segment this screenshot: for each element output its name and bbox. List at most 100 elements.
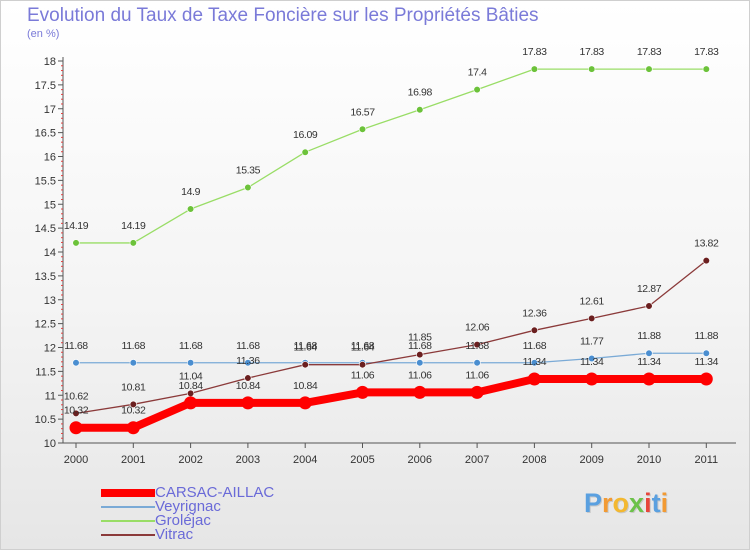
y-tick-label: 16.5	[35, 128, 56, 140]
data-point	[72, 239, 80, 247]
data-label: 11.34	[637, 356, 661, 368]
data-point	[702, 349, 710, 357]
series-grol-jac	[72, 65, 710, 247]
data-label: 17.83	[637, 46, 662, 58]
data-label: 11.85	[408, 332, 432, 344]
series-line	[75, 259, 707, 415]
data-label: 11.68	[236, 340, 260, 352]
y-tick-label: 11.5	[35, 366, 56, 378]
data-point	[530, 326, 539, 334]
x-tick-label: 2002	[178, 454, 202, 466]
data-point	[527, 372, 541, 386]
data-label: 11.68	[64, 340, 88, 352]
y-tick-label: 18	[44, 56, 56, 68]
data-label: 11.68	[351, 340, 375, 352]
x-tick-label: 2007	[465, 454, 489, 466]
data-labels-vitrac: 10.62 10.81 11.04 11.36 11.64 11.64 11.85 12.06…	[64, 238, 720, 403]
y-tick-label: 14.5	[35, 223, 56, 235]
data-label: 12.06	[465, 322, 490, 334]
y-tick-label: 10.5	[35, 414, 56, 426]
data-point	[184, 396, 198, 410]
data-point	[473, 86, 481, 94]
data-point	[244, 374, 252, 382]
data-point	[585, 372, 599, 386]
data-point	[470, 385, 484, 399]
data-point	[301, 361, 309, 369]
y-tick-label: 11	[45, 390, 56, 402]
data-point	[358, 361, 367, 369]
data-point	[699, 372, 713, 386]
data-point	[702, 256, 710, 265]
series-veyrignac	[72, 349, 710, 367]
data-label: 10.62	[64, 390, 89, 402]
data-point	[301, 148, 309, 156]
legend-item: Groléjac	[101, 512, 361, 529]
legend-item: Vitrac	[101, 526, 361, 543]
data-point	[126, 421, 140, 435]
data-label: 11.06	[351, 369, 375, 381]
logo-letter: i	[644, 488, 652, 518]
data-point	[416, 359, 424, 367]
data-label: 11.68	[179, 340, 203, 352]
data-label: 11.88	[695, 330, 719, 342]
y-tick-label: 14	[44, 247, 56, 259]
data-label: 10.84	[293, 380, 318, 392]
data-point	[241, 396, 255, 410]
data-point	[588, 314, 596, 322]
data-labels-carsac-aillac: 10.32 10.32 10.84 10.84 10.84 11.06 11.06 11.06…	[64, 356, 719, 417]
data-label: 11.34	[580, 356, 604, 368]
data-point	[642, 372, 656, 386]
data-label: 17.83	[522, 46, 547, 58]
y-tick-label: 13	[44, 295, 56, 307]
data-label: 11.06	[465, 369, 489, 381]
x-tick-label: 2010	[637, 454, 661, 466]
chart-title: Evolution du Taux de Taxe Foncière sur l…	[27, 5, 539, 26]
data-label: 11.68	[122, 340, 146, 352]
data-point	[244, 183, 252, 192]
data-point	[702, 65, 710, 73]
legend-swatch	[101, 534, 155, 536]
y-tick-label: 12	[44, 343, 56, 355]
proxiti-logo: Proxiti	[584, 488, 668, 519]
data-label: 11.36	[236, 355, 260, 367]
data-labels-veyrignac: 11.68 11.68 11.68 11.68 11.68 11.68 11.68 11.68…	[64, 330, 719, 352]
legend-swatch	[101, 506, 155, 508]
series-line	[72, 375, 711, 432]
legend-item: CARSAC-AILLAC	[101, 484, 361, 501]
logo-letter: o	[612, 488, 630, 518]
legend-item: Veyrignac	[101, 498, 361, 515]
data-point	[72, 359, 80, 367]
y-tick-label: 13.5	[35, 271, 56, 283]
data-labels-grol-jac: 14.19 14.19 14.9 15.35 16.09 16.57 16.98 17.4 17…	[64, 46, 720, 232]
data-label: 11.77	[580, 335, 604, 347]
logo-letter: P	[584, 488, 603, 518]
data-point	[413, 385, 427, 399]
data-label: 16.09	[293, 129, 318, 141]
legend-swatch	[101, 520, 155, 522]
data-point	[645, 65, 653, 73]
data-point	[129, 359, 137, 367]
logo-letter: t	[651, 488, 661, 518]
legend: CARSAC-AILLAC Veyrignac Groléjac Vitrac	[101, 484, 361, 543]
legend-label: Groléjac	[155, 512, 211, 529]
data-label: 12.87	[637, 283, 662, 295]
data-label: 10.32	[121, 405, 146, 417]
data-point	[244, 359, 252, 367]
legend-swatch	[101, 489, 155, 497]
series-line	[75, 352, 707, 364]
data-label: 14.19	[121, 220, 146, 232]
data-label: 11.64	[293, 342, 317, 354]
data-point	[298, 396, 312, 410]
data-point	[473, 359, 481, 367]
data-label: 11.64	[351, 342, 375, 354]
data-point	[187, 359, 195, 367]
data-label: 11.68	[293, 340, 317, 352]
data-point	[416, 351, 424, 359]
data-point	[358, 125, 367, 133]
y-tick-label: 15.5	[35, 175, 56, 187]
data-label: 17.4	[468, 67, 487, 79]
data-point	[645, 302, 653, 310]
y-tick-label: 10	[44, 438, 56, 450]
data-label: 15.35	[236, 165, 261, 177]
